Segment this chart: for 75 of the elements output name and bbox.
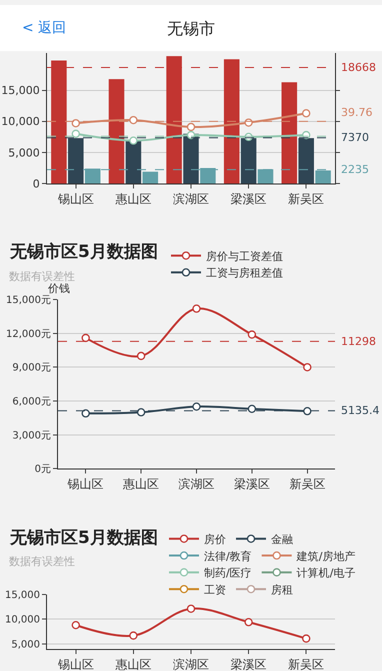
point [302,634,310,643]
y-tick-label: 9,000元 [12,362,51,374]
x-tick-label: 锡山区 [56,192,94,206]
legend-label: 计算机/电子 [296,566,356,580]
point [72,119,80,128]
x-tick-label: 滨湖区 [173,192,209,206]
x-tick-label: 新吴区 [288,192,324,206]
ref-line-label: 18668 [341,61,376,74]
ref-line-label: 11298 [341,335,376,348]
ref-line-label: 5135.4 [341,404,380,417]
y-tick-label: 15,000元 [6,295,51,306]
point [186,122,196,132]
y-tick-label: 5,000 [8,146,40,160]
ref-line-label: 7370 [341,131,369,144]
y-tick-label: 5,000 [11,640,40,651]
point [136,352,146,360]
point [186,604,196,613]
x-tick-label: 梁溪区 [230,657,267,671]
legend-label: 建筑/房地产 [296,550,356,563]
bar [126,140,142,184]
x-tick-label: 惠山区 [114,657,152,671]
text: < 返回 [22,20,66,36]
y-tick-label: 10,000 [1,115,40,128]
y-tick-label: 15,000 [5,590,40,601]
chart-title: 无锡市区5月数据图 [9,242,158,262]
bar [108,79,124,184]
x-tick-label: 滨湖区 [173,657,209,671]
point [72,130,80,138]
y-tick-label: 10,000 [5,614,40,626]
ref-line-label: 2235 [341,163,369,176]
legend-label: 金融 [271,533,293,546]
x-tick-label: 锡山区 [66,476,104,491]
point [192,304,201,313]
y-tick-label: 12,000元 [6,328,51,340]
x-tick-label: 锡山区 [56,657,94,671]
x-tick-label: 梁溪区 [230,192,267,206]
bar [282,82,298,184]
chart-title: 无锡市区5月数据图 [9,528,158,548]
point [302,109,310,118]
chart-title: 无锡市 [167,19,215,38]
y-tick-label: 0元 [34,464,51,476]
point [244,618,253,626]
legend-label: 房价 [204,533,226,546]
point [136,408,146,416]
legend-label: 房价与工资差值 [206,250,283,263]
x-tick-label: 惠山区 [122,476,160,491]
point [248,404,256,414]
y-tick-label: 0 [32,177,40,190]
legend-label: 法律/教育 [204,550,252,563]
point [248,330,256,339]
y-axis-title: 价钱 [47,282,70,295]
chart-subtitle: 数据有误差性 [9,270,75,283]
point [129,116,138,124]
point [82,409,90,418]
point [303,363,312,372]
point [129,136,138,145]
x-tick-label: 梁溪区 [234,476,270,491]
legend-label: 工资 [204,583,226,596]
point [303,406,312,416]
legend-label: 房租 [271,583,293,596]
y-tick-label: 6,000元 [12,396,51,408]
point [72,620,80,630]
y-tick-label: 3,000元 [12,430,51,442]
point [129,631,138,640]
point [192,402,201,411]
x-tick-label: 新吴区 [288,657,324,671]
chart-subtitle: 数据有误差性 [9,555,75,568]
legend-label: 制药/医疗 [204,566,252,580]
legend-label: 工资与房租差值 [206,266,283,280]
x-tick-label: 滨湖区 [178,476,214,491]
point [82,334,90,342]
x-tick-label: 惠山区 [114,192,152,206]
y-tick-label: 15,000 [1,84,40,98]
text: 39.76 [341,106,372,119]
x-tick-label: 新吴区 [289,476,326,491]
